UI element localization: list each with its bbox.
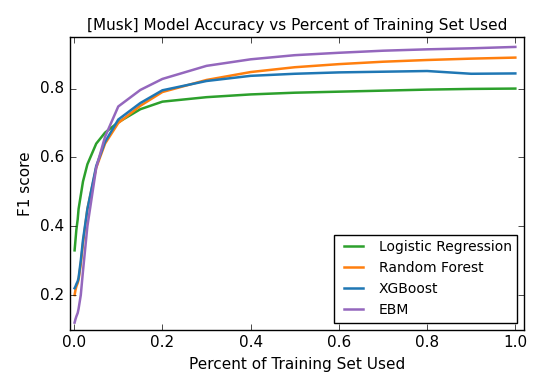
Title: [Musk] Model Accuracy vs Percent of Training Set Used: [Musk] Model Accuracy vs Percent of Trai… xyxy=(87,18,507,33)
Logistic Regression xyxy=(159,99,165,104)
EBM xyxy=(468,46,474,51)
EBM xyxy=(137,88,144,92)
Logistic Regression xyxy=(73,227,80,232)
Line: Random Forest: Random Forest xyxy=(75,58,515,295)
XGBoost xyxy=(72,284,79,289)
EBM xyxy=(72,320,78,325)
Random Forest xyxy=(292,65,298,69)
Logistic Regression xyxy=(247,92,254,97)
EBM xyxy=(292,53,298,58)
Random Forest xyxy=(247,70,254,74)
XGBoost xyxy=(115,117,122,122)
Logistic Regression xyxy=(424,87,430,92)
XGBoost xyxy=(93,164,99,168)
XGBoost xyxy=(247,73,254,78)
EBM xyxy=(75,307,82,311)
Random Forest xyxy=(468,56,474,61)
Random Forest xyxy=(512,55,519,60)
Logistic Regression xyxy=(72,248,78,253)
XGBoost xyxy=(84,207,91,211)
EBM xyxy=(159,76,165,81)
XGBoost xyxy=(137,101,144,105)
Random Forest xyxy=(159,90,165,94)
Logistic Regression xyxy=(80,179,86,184)
Logistic Regression xyxy=(75,207,82,211)
XGBoost xyxy=(379,69,386,74)
Logistic Regression xyxy=(203,95,210,99)
EBM xyxy=(74,311,81,316)
EBM xyxy=(512,44,519,49)
Random Forest xyxy=(78,262,84,266)
Logistic Regression xyxy=(102,130,108,135)
XGBoost xyxy=(102,140,108,144)
XGBoost xyxy=(336,70,342,75)
XGBoost xyxy=(159,88,165,93)
EBM xyxy=(336,50,342,55)
EBM xyxy=(93,165,99,170)
Line: XGBoost: XGBoost xyxy=(75,71,515,288)
EBM xyxy=(102,135,108,139)
X-axis label: Percent of Training Set Used: Percent of Training Set Used xyxy=(189,357,405,372)
Logistic Regression xyxy=(115,120,122,125)
Y-axis label: F1 score: F1 score xyxy=(18,151,33,216)
XGBoost xyxy=(80,238,86,242)
Line: Logistic Regression: Logistic Regression xyxy=(75,89,515,250)
XGBoost xyxy=(203,79,210,83)
Random Forest xyxy=(74,281,81,285)
Logistic Regression xyxy=(137,107,144,112)
Random Forest xyxy=(102,141,108,146)
XGBoost xyxy=(292,71,298,76)
Random Forest xyxy=(80,241,86,246)
Legend: Logistic Regression, Random Forest, XGBoost, EBM: Logistic Regression, Random Forest, XGBo… xyxy=(334,235,517,323)
Logistic Regression xyxy=(292,90,298,95)
EBM xyxy=(203,64,210,68)
Random Forest xyxy=(75,277,82,282)
EBM xyxy=(80,269,86,273)
Random Forest xyxy=(115,121,122,125)
EBM xyxy=(424,47,430,52)
Logistic Regression xyxy=(74,217,81,222)
Logistic Regression xyxy=(78,193,84,198)
Random Forest xyxy=(93,165,99,170)
Random Forest xyxy=(72,293,78,298)
XGBoost xyxy=(72,286,78,291)
EBM xyxy=(72,317,79,321)
Logistic Regression xyxy=(84,162,91,167)
XGBoost xyxy=(468,71,474,76)
Logistic Regression xyxy=(379,88,386,93)
XGBoost xyxy=(74,279,81,284)
EBM xyxy=(78,293,84,298)
Random Forest xyxy=(72,287,79,292)
Logistic Regression xyxy=(512,86,519,91)
Random Forest xyxy=(73,284,80,289)
XGBoost xyxy=(75,275,82,280)
Random Forest xyxy=(84,207,91,211)
EBM xyxy=(73,314,80,319)
Random Forest xyxy=(336,62,342,66)
Logistic Regression xyxy=(93,141,99,146)
EBM xyxy=(379,48,386,53)
Random Forest xyxy=(137,103,144,108)
Line: EBM: EBM xyxy=(75,47,515,323)
EBM xyxy=(84,224,91,229)
Random Forest xyxy=(424,58,430,62)
Logistic Regression xyxy=(468,87,474,91)
XGBoost xyxy=(512,71,519,76)
XGBoost xyxy=(73,282,80,286)
Logistic Regression xyxy=(336,89,342,94)
EBM xyxy=(247,57,254,62)
EBM xyxy=(115,104,122,109)
Logistic Regression xyxy=(72,238,79,242)
XGBoost xyxy=(424,69,430,73)
XGBoost xyxy=(78,258,84,263)
Random Forest xyxy=(379,59,386,64)
Random Forest xyxy=(203,78,210,82)
